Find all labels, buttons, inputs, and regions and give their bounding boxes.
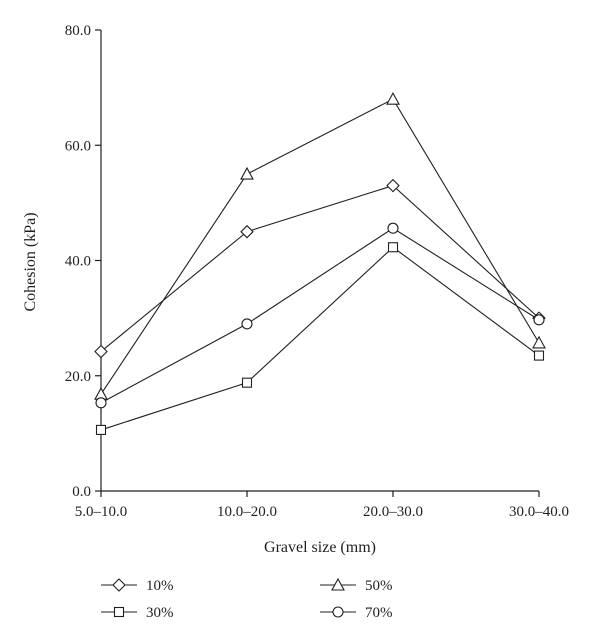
data-point <box>241 318 253 330</box>
y-tick-label: 40.0 <box>65 254 91 270</box>
x-tick-label: 5.0–10.0 <box>75 504 128 520</box>
y-tick-label: 80.0 <box>65 23 91 39</box>
data-point <box>95 397 107 409</box>
data-point <box>387 242 399 253</box>
data-point <box>94 344 108 359</box>
legend-label: 70% <box>365 605 393 621</box>
legend: 10% 30% 50% 70% <box>101 577 393 621</box>
data-point <box>95 424 107 435</box>
data-point <box>386 92 400 105</box>
data-point <box>241 377 253 388</box>
y-axis-title: Cohesion (kPa) <box>22 212 39 311</box>
data-point <box>532 335 546 349</box>
legend-item: 70% <box>320 605 393 621</box>
legend-item: 30% <box>101 605 174 621</box>
series-square <box>95 242 545 435</box>
series-line <box>100 98 540 395</box>
legend-marker <box>331 577 345 591</box>
legend-label: 30% <box>146 605 174 621</box>
series-triangle <box>94 92 546 400</box>
series-line <box>100 184 540 352</box>
series-circle <box>95 222 545 409</box>
x-axis-title: Gravel size (mm) <box>264 539 376 556</box>
data-point <box>387 222 399 234</box>
x-tick-label: 30.0–40.0 <box>509 504 569 520</box>
legend-item: 10% <box>101 578 174 594</box>
data-point <box>240 166 254 180</box>
legend-marker <box>112 578 126 592</box>
series-line <box>100 246 540 431</box>
legend-marker <box>332 606 344 618</box>
data-point <box>533 314 545 326</box>
series-layer <box>94 92 546 435</box>
x-tick-label: 20.0–30.0 <box>363 504 423 520</box>
legend-label: 10% <box>146 578 174 594</box>
legend-label: 50% <box>365 578 393 594</box>
legend-item: 50% <box>320 577 393 594</box>
series-line <box>100 227 540 404</box>
data-point <box>533 350 545 361</box>
data-point <box>240 224 254 239</box>
y-tick-label: 0.0 <box>72 484 91 500</box>
y-tick-label: 60.0 <box>65 138 91 154</box>
x-tick-label: 10.0–20.0 <box>217 504 277 520</box>
legend-marker <box>113 606 125 618</box>
series-diamond <box>94 178 546 359</box>
axes: 0.0 20.0 40.0 60.0 80.0 5.0–10.0 10.0–20.0 20.0… <box>65 23 569 520</box>
data-point <box>386 178 400 193</box>
y-tick-label: 20.0 <box>65 369 91 385</box>
